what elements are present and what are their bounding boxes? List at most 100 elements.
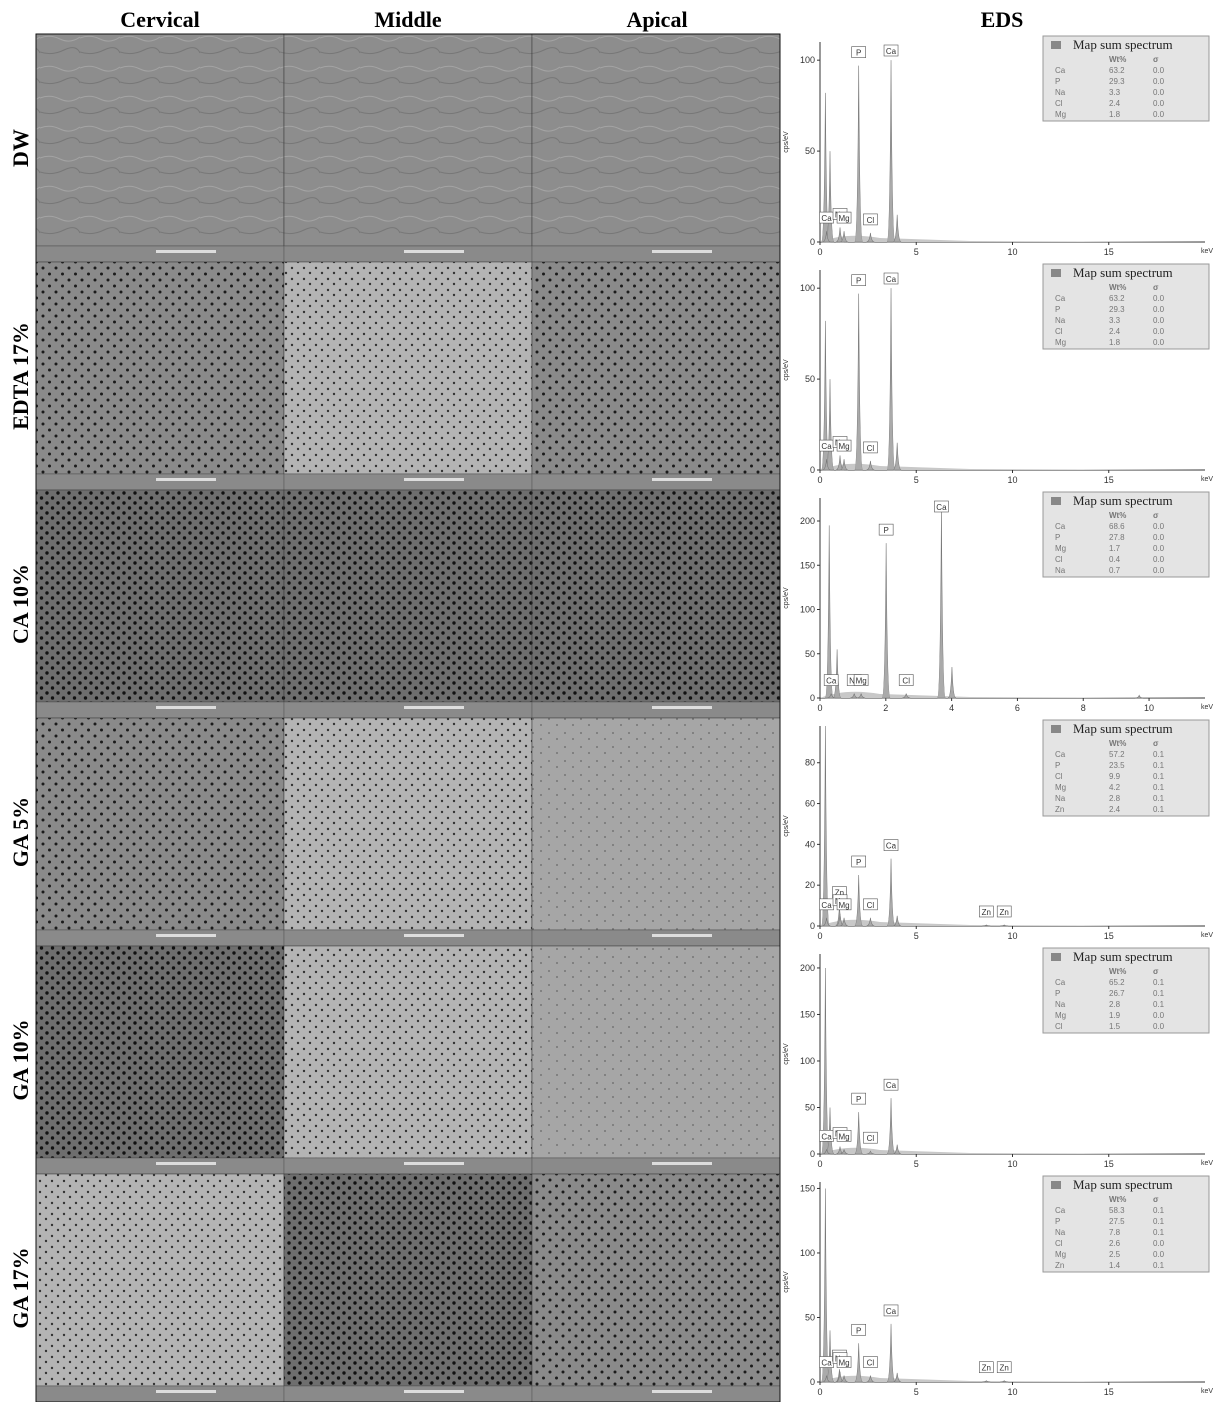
peak-label: P (856, 1095, 861, 1104)
y-axis-label: cps/eV (783, 815, 790, 837)
legend-swatch (1051, 41, 1061, 49)
legend-wt: 1.8 (1109, 110, 1121, 119)
legend-element: Na (1055, 566, 1066, 575)
legend-wt: 7.8 (1109, 1228, 1121, 1237)
legend-sigma: 0.0 (1153, 99, 1165, 108)
legend-box (1042, 35, 1210, 122)
column-header: Cervical (120, 7, 199, 32)
legend-sigma: 0.1 (1153, 1217, 1165, 1226)
legend-sigma: 0.1 (1153, 761, 1165, 770)
background-hump (820, 1375, 1205, 1382)
peak-label-box (853, 674, 869, 686)
peak (822, 231, 831, 243)
legend-sigma: 0.0 (1153, 566, 1165, 575)
legend-wt: 3.3 (1109, 316, 1121, 325)
legend-element: Ca (1055, 978, 1066, 987)
peak-label-box (851, 274, 866, 286)
sem-info-bar (35, 1157, 285, 1175)
peak-label-box (836, 898, 852, 911)
sem-image (531, 1173, 781, 1387)
x-tick-label: 0 (817, 1387, 822, 1397)
legend-header: σ (1153, 739, 1159, 748)
sem-info-bar (35, 701, 285, 719)
sem-image (35, 945, 285, 1159)
sem-scale-bar (404, 1162, 464, 1165)
peak (893, 915, 902, 927)
peak (1000, 1380, 1009, 1383)
peak-label: Cl (867, 1134, 875, 1143)
y-tick-label: 40 (805, 839, 815, 849)
x-tick-label: 15 (1104, 1159, 1114, 1169)
legend-element: Cl (1055, 99, 1063, 108)
legend-element: Mg (1055, 338, 1066, 347)
peak (982, 1380, 991, 1383)
peak-label-box (863, 441, 878, 454)
legend-sigma: 0.0 (1153, 1022, 1165, 1031)
legend-box (1042, 719, 1210, 817)
sem-scale-bar (404, 706, 464, 709)
legend-header: σ (1153, 1195, 1159, 1204)
sem-scale-bar (652, 478, 712, 481)
legend-header: σ (1153, 511, 1159, 520)
sem-image (283, 717, 533, 931)
legend-title: Map sum spectrum (1073, 37, 1173, 52)
background-hump (820, 235, 1205, 242)
legend-box (1042, 491, 1210, 578)
peak-label: Ca (936, 503, 947, 512)
sem-image (35, 717, 285, 931)
legend-wt: 2.4 (1109, 805, 1121, 814)
image-grid-border (35, 33, 781, 1402)
row-label: DW (8, 129, 33, 167)
y-tick-label: 100 (800, 55, 815, 65)
legend-title: Map sum spectrum (1073, 949, 1173, 964)
legend-title: Map sum spectrum (1073, 265, 1173, 280)
peak-label: Zn (982, 908, 991, 917)
peak (902, 693, 911, 699)
legend-sigma: 0.1 (1153, 1206, 1165, 1215)
sem-image (531, 945, 781, 1159)
peak-label: Cl (867, 1359, 875, 1368)
sem-info-bar (283, 473, 533, 491)
sem-info-bar (531, 473, 781, 491)
peak-label-box (836, 1130, 852, 1142)
sem-info-bar (283, 929, 533, 947)
legend-swatch (1051, 1181, 1061, 1189)
peak (821, 726, 830, 927)
y-tick-label: 200 (800, 963, 815, 973)
peak (827, 693, 836, 699)
sem-scale-bar (404, 478, 464, 481)
legend-wt: 57.2 (1109, 750, 1125, 759)
peak-label: Cl (867, 444, 875, 453)
peak (821, 967, 830, 1155)
legend-sigma: 0.1 (1153, 989, 1165, 998)
legend-sigma: 0.1 (1153, 1000, 1165, 1009)
x-tick-label: 0 (817, 1159, 822, 1169)
legend-sigma: 0.1 (1153, 1261, 1165, 1270)
peak-label-box (851, 855, 866, 868)
peak (982, 924, 991, 927)
legend-element: Cl (1055, 1239, 1063, 1248)
x-tick-label: 0 (817, 703, 822, 713)
legend-header: Wt% (1109, 55, 1126, 64)
legend-wt: 0.4 (1109, 555, 1121, 564)
legend-wt: 63.2 (1109, 294, 1125, 303)
peak (840, 1149, 849, 1155)
legend-swatch (1051, 497, 1061, 505)
legend-sigma: 0.0 (1153, 1011, 1165, 1020)
peak (893, 1144, 902, 1155)
peak (840, 917, 849, 927)
peak-label: Ca (821, 442, 832, 451)
peak (822, 917, 831, 927)
legend-wt: 2.8 (1109, 794, 1121, 803)
legend-wt: 23.5 (1109, 761, 1125, 770)
peak-label-box (883, 44, 899, 57)
x-tick-label: 8 (1081, 703, 1086, 713)
peak-label: Ca (886, 1307, 897, 1316)
peak (825, 1330, 835, 1383)
legend-wt: 2.4 (1109, 99, 1121, 108)
legend-element: Mg (1055, 1250, 1066, 1259)
peak (866, 1150, 875, 1155)
legend-element: Mg (1055, 544, 1066, 553)
peak (886, 1323, 896, 1383)
